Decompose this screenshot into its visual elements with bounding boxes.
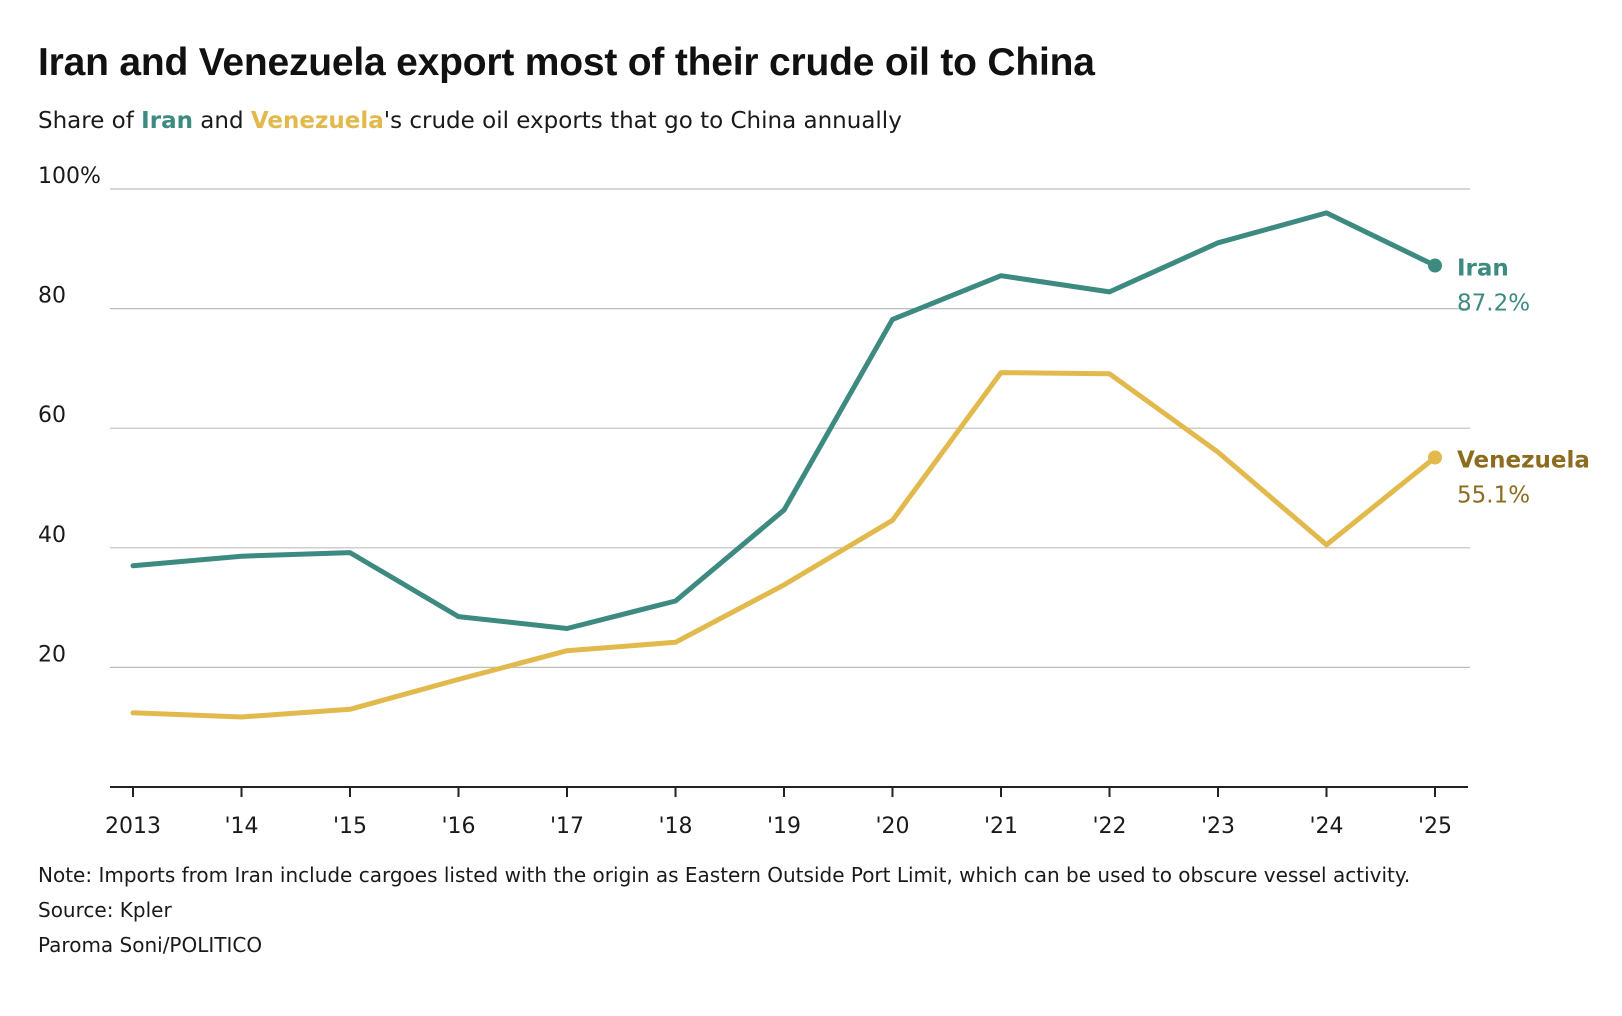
x-tick-label-22: '22 [1092,814,1126,839]
end-labels: Iran 87.2% Venezuela 55.1% [1457,256,1590,509]
subtitle-venezuela-label: Venezuela [250,108,384,134]
subtitle-and: and [192,108,251,134]
x-axis: 2013 '14 '15 '16 '17 '18 '19 '20 '21 '22 '23 '24 '25 [105,786,1468,839]
y-tick-label-80: 80 [38,284,66,309]
series-value-label-iran: 87.2% [1457,291,1530,317]
credit-line: Paroma Soni/POLITICO [38,933,263,957]
series-end-point-venezuela [1428,450,1442,465]
y-axis-labels: 20 40 60 80 100% [38,164,101,667]
series-name-label-iran: Iran [1457,256,1509,282]
series-name-label-venezuela: Venezuela [1457,448,1590,474]
series-end-point-iran [1428,258,1442,273]
x-tick-label-21: '21 [984,814,1018,839]
x-tick-label-16: '16 [441,814,475,839]
source-line: Source: Kpler [38,898,172,922]
y-tick-label-40: 40 [38,523,66,548]
series-line-venezuela [130,370,1438,720]
chart-title: Iran and Venezuela export most of their … [38,41,1095,84]
x-tick-label-18: '18 [658,814,692,839]
subtitle-prefix: Share of [38,108,142,134]
x-tick-label-15: '15 [333,814,367,839]
x-tick-label-19: '19 [767,814,801,839]
x-tick-label-2013: 2013 [105,814,161,839]
chart-subtitle: Share of Iran and Venezuela's crude oil … [38,104,902,138]
y-tick-label-20: 20 [38,642,66,667]
y-tick-label-60: 60 [38,403,66,428]
gridlines [110,188,1470,669]
y-tick-label-100: 100% [38,164,101,189]
x-tick-label-23: '23 [1201,814,1235,839]
series-line-iran [130,210,1438,631]
subtitle-iran-label: Iran [141,108,193,134]
x-tick-label-25: '25 [1418,814,1452,839]
chart-footer: Note: Imports from Iran include cargoes … [38,858,1410,963]
x-tick-label-20: '20 [875,814,909,839]
x-tick-label-14: '14 [224,814,258,839]
series-lines [130,210,1442,720]
line-chart: 2013 '14 '15 '16 '17 '18 '19 '20 '21 '22 '23 '24 '25… [38,164,1590,839]
footnote: Note: Imports from Iran include cargoes … [38,863,1411,887]
x-tick-label-24: '24 [1309,814,1343,839]
x-tick-label-17: '17 [550,814,584,839]
series-value-label-venezuela: 55.1% [1457,483,1530,509]
subtitle-suffix: 's crude oil exports that go to China an… [383,108,902,134]
